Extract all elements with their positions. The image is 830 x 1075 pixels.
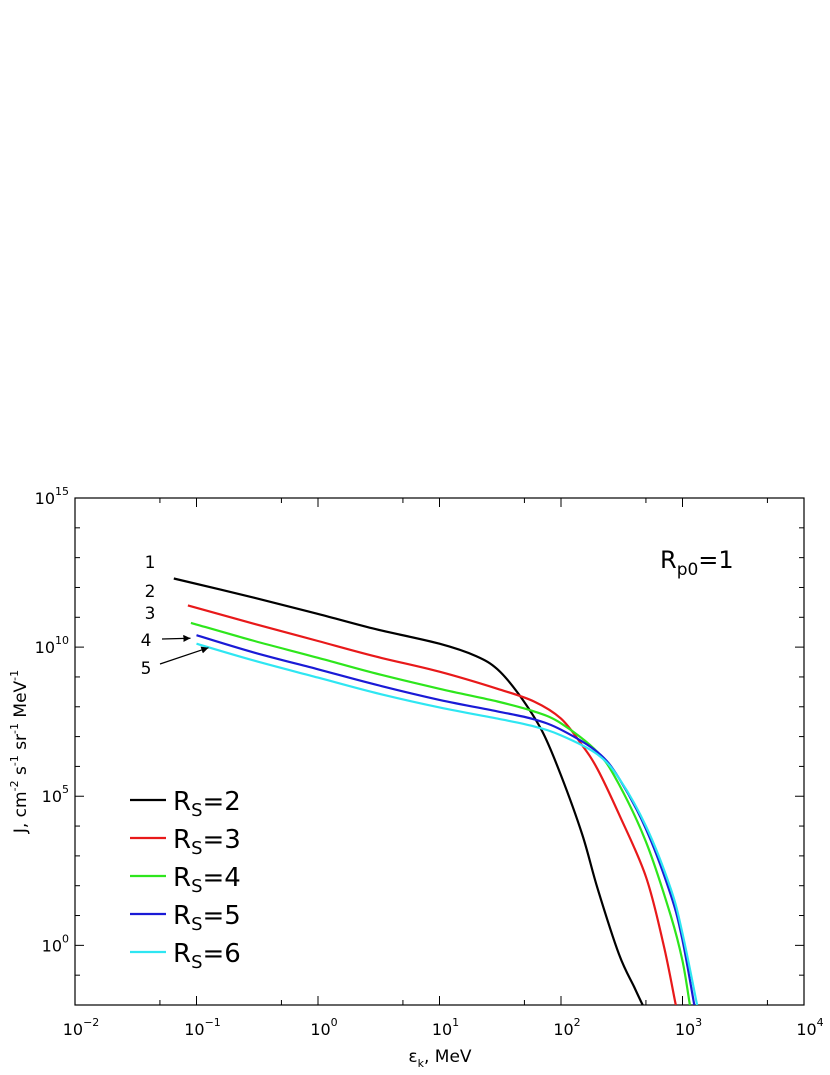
legend-label-main: R (173, 787, 191, 817)
legend-label-subscript: S (191, 876, 202, 897)
curve-label-4-arrow (161, 634, 191, 643)
y-axis-title-superscript: -1 (8, 723, 21, 734)
x-tick-label-exponent: 2 (574, 1016, 581, 1029)
curve-label-5-arrow (159, 646, 209, 665)
curve-label-5: 5 (141, 659, 152, 679)
x-tick-label: 100 (310, 1016, 337, 1039)
annotation-main: R (660, 546, 677, 574)
y-axis-title-part: s (11, 766, 31, 780)
x-tick-label-base: 10 (184, 1020, 204, 1039)
legend-label-2: RS=3 (173, 825, 241, 859)
x-tick-label: 102 (553, 1016, 580, 1039)
series-layer (173, 577, 699, 1005)
x-tick-label-base: 10 (432, 1020, 452, 1039)
curve-label-2: 2 (145, 582, 156, 602)
legend-label-subscript: S (191, 914, 202, 935)
curve-label-4: 4 (141, 631, 152, 651)
y-tick-label: 1015 (35, 485, 69, 508)
y-tick-label-exponent: 5 (62, 783, 69, 796)
x-axis-title-main: ε (408, 1047, 417, 1067)
plot-layer (74, 497, 805, 1006)
x-tick-label-base: 10 (796, 1020, 816, 1039)
parameter-annotation: Rp0=1 (660, 546, 734, 580)
legend-label-tail: =4 (203, 863, 241, 893)
legend: RS=2RS=3RS=4RS=5RS=6 (130, 787, 241, 973)
y-tick-label: 100 (42, 932, 69, 955)
legend-label-subscript: S (191, 838, 202, 859)
legend-label-5: RS=6 (173, 939, 241, 973)
x-tick-label: 10−2 (63, 1016, 100, 1039)
legend-label-main: R (173, 863, 191, 893)
x-axis-title-subscript: k (418, 1057, 425, 1070)
y-tick-label-exponent: 15 (55, 485, 69, 498)
series-line-1 (173, 577, 644, 1005)
legend-label-tail: =5 (203, 901, 241, 931)
y-tick-label-exponent: 0 (62, 932, 69, 945)
legend-label-main: R (173, 901, 191, 931)
y-tick-label-exponent: 10 (55, 634, 69, 647)
legend-label-tail: =6 (203, 939, 241, 969)
series-line-5 (196, 642, 699, 1005)
x-tick-label-exponent: −1 (205, 1016, 221, 1029)
x-tick-label-exponent: 0 (331, 1016, 338, 1029)
annotation-subscript: p0 (677, 560, 699, 580)
x-tick-label-exponent: 4 (817, 1016, 824, 1029)
y-axis-title-part: sr (11, 734, 31, 755)
legend-label-3: RS=4 (173, 863, 241, 897)
x-tick-label-exponent: 3 (695, 1016, 702, 1029)
x-tick-label: 101 (432, 1016, 459, 1039)
x-tick-label: 104 (796, 1016, 823, 1039)
x-tick-label: 103 (675, 1016, 702, 1039)
x-axis-title-tail: , MeV (424, 1047, 472, 1067)
y-axis-title-superscript: -1 (8, 670, 21, 681)
x-axis-title: εk, MeV (408, 1047, 472, 1070)
legend-label-4: RS=5 (173, 901, 241, 935)
y-axis-title-superscript: -2 (8, 780, 21, 791)
y-axis-title-part: J, cm (11, 791, 31, 834)
y-axis-title-superscript: -1 (8, 755, 21, 766)
x-tick-label-base: 10 (553, 1020, 573, 1039)
legend-label-main: R (173, 825, 191, 855)
axis-text-layer: 10−2 10−1 100 101 102 103 10410010510101015εk,… (8, 485, 824, 1070)
x-tick-label-base: 10 (310, 1020, 330, 1039)
y-tick-label: 1010 (35, 634, 69, 657)
legend-label-tail: =3 (203, 825, 241, 855)
y-tick-label: 105 (42, 783, 69, 806)
x-tick-label-exponent: 1 (452, 1016, 459, 1029)
legend-label-main: R (173, 939, 191, 969)
y-tick-label-base: 10 (42, 787, 62, 806)
legend-label-subscript: S (191, 800, 202, 821)
legend-label-1: RS=2 (173, 787, 241, 821)
annotation-tail: =1 (698, 546, 733, 574)
x-tick-label-base: 10 (675, 1020, 695, 1039)
series-line-4 (196, 634, 696, 1005)
y-tick-label-base: 10 (42, 936, 62, 955)
y-tick-label-base: 10 (35, 638, 55, 657)
x-tick-label-base: 10 (63, 1020, 83, 1039)
x-tick-label-exponent: −2 (83, 1016, 99, 1029)
x-tick-label: 10−1 (184, 1016, 221, 1039)
legend-label-tail: =2 (203, 787, 241, 817)
curve-label-3: 3 (145, 604, 156, 624)
curve-label-1: 1 (145, 553, 156, 573)
y-tick-label-base: 10 (35, 489, 55, 508)
series-line-2 (187, 604, 677, 1005)
legend-label-subscript: S (191, 952, 202, 973)
y-axis-title-part: MeV (11, 680, 31, 723)
series-line-3 (190, 621, 691, 1005)
y-axis-title: J, cm-2 s-1 sr-1 MeV-1 (8, 670, 31, 834)
